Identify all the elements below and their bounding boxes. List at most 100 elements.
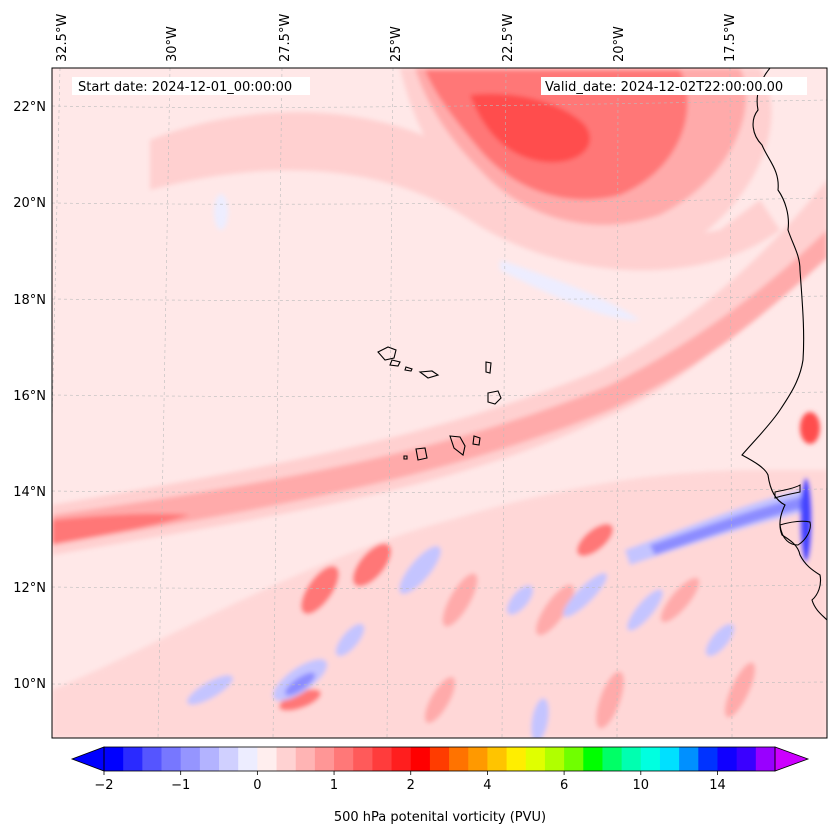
coastline-africa: [741, 68, 827, 621]
lat-label: 16°N: [13, 389, 46, 404]
longitude-labels: 32.5°W 30°W 27.5°W 25°W 22.5°W 20°W 17.5…: [55, 14, 738, 62]
lat-label: 12°N: [13, 581, 46, 596]
colorbar-cell: [659, 747, 680, 771]
colorbar: −2 −1 0 1 2 4 6 10 14 500 hPa potenital vorticit…: [70, 746, 810, 825]
pv-southern-streaks: [52, 470, 827, 738]
valid-date-box: [541, 77, 807, 95]
colorbar-cell: [564, 747, 584, 771]
colorbar-tick-label: 1: [330, 778, 338, 793]
pv-streak-red-10: [724, 662, 756, 718]
colorbar-cell: [487, 747, 508, 771]
colorbar-cell: [219, 747, 239, 771]
colorbar-tick-label: 2: [407, 778, 415, 793]
colorbar-cell: [372, 747, 393, 771]
pv-negative-streak: [500, 260, 640, 321]
colorbar-cell: [334, 747, 354, 771]
pv-streak-blue-3: [399, 546, 441, 594]
pv-coastal-max: [800, 412, 820, 444]
colorbar-cell: [506, 747, 527, 771]
map-frame: [51, 67, 828, 739]
lat-label: 10°N: [13, 677, 46, 692]
colorbar-tick-label: 0: [253, 778, 261, 793]
pv-streak-red-7: [596, 671, 624, 729]
pv-streak-blue-5: [563, 573, 607, 617]
pv-streak-red-1: [301, 566, 339, 614]
start-date-text: Start date: 2024-12-01_00:00:00: [78, 80, 292, 95]
pv-coastal-blue-core: [650, 497, 805, 555]
pv-streak-red-8: [279, 689, 321, 711]
colorbar-extend-min: [70, 746, 105, 772]
colorbar-cell: [429, 747, 450, 771]
pv-streak-blue-8: [335, 623, 365, 657]
colorbar-cell: [621, 747, 642, 771]
colorbar-cell: [736, 747, 757, 771]
pv-streak-blue-2: [187, 675, 233, 705]
pv-jet-band-core: [52, 230, 827, 545]
lon-label: 22.5°W: [501, 14, 516, 62]
latitude-labels: 22°N 20°N 18°N 16°N 14°N 12°N 10°N: [13, 100, 46, 692]
lon-label: 17.5°W: [723, 14, 738, 62]
pv-streak-blue-6: [627, 589, 663, 631]
colorbar-cell: [449, 747, 469, 771]
colorbar-tick-label: −2: [94, 778, 113, 793]
colorbar-title: 500 hPa potenital vorticity (PVU): [334, 810, 546, 825]
colorbar-tick-label: 10: [633, 778, 650, 793]
colorbar-tick-label: 14: [709, 778, 726, 793]
colorbar-cell: [410, 747, 431, 771]
colorbar-cell: [698, 747, 718, 771]
colorbar-cell: [257, 747, 278, 771]
colorbar-cell: [180, 747, 201, 771]
lon-label: 20°W: [612, 26, 627, 62]
colorbar-cell: [755, 747, 776, 771]
pv-field: [52, 68, 827, 738]
lon-label: 32.5°W: [55, 14, 70, 62]
lat-label: 14°N: [13, 485, 46, 500]
pv-streak-blue-1-core: [284, 672, 316, 696]
colorbar-cell: [717, 747, 738, 771]
pv-jet-band-left-max: [52, 513, 190, 545]
colorbar-cell: [161, 747, 182, 771]
pv-streak-red-9: [424, 677, 456, 723]
pv-streak-red-2: [352, 543, 392, 587]
colorbar-extend-max: [774, 746, 810, 772]
pv-coastal-blue-peak: [800, 478, 812, 562]
colorbar-cell: [602, 747, 623, 771]
pv-streak-blue-7: [531, 698, 549, 738]
colorbar-cells: [104, 747, 776, 771]
graticule: [52, 68, 827, 738]
colorbar-outline: [103, 746, 776, 772]
pv-negative-spot: [214, 194, 228, 230]
colorbar-cell: [295, 747, 316, 771]
start-date-box: [72, 77, 310, 95]
lat-label: 20°N: [13, 196, 46, 211]
cape-verde-islands: [377, 346, 502, 461]
colorbar-cell: [583, 747, 603, 771]
colorbar-cell: [314, 747, 335, 771]
colorbar-tick-label: 6: [560, 778, 568, 793]
colorbar-cell: [142, 747, 163, 771]
colorbar-cell: [544, 747, 565, 771]
colorbar-cell: [104, 747, 124, 771]
lon-label: 25°W: [389, 26, 404, 62]
colorbar-cell: [679, 747, 699, 771]
valid-date-text: Valid_date: 2024-12-02T22:00:00.00: [545, 80, 783, 95]
colorbar-cell: [123, 747, 143, 771]
pv-streak-red-6: [660, 577, 700, 623]
lon-label: 27.5°W: [278, 14, 293, 62]
lat-label: 18°N: [13, 293, 46, 308]
coastline-bijagos: [779, 520, 811, 546]
colorbar-cell: [468, 747, 488, 771]
pv-south-region: [52, 470, 827, 738]
pv-streak-red-4: [442, 573, 478, 627]
pv-north-core: [528, 128, 568, 156]
colorbar-cell: [276, 747, 297, 771]
colorbar-cell: [640, 747, 661, 771]
pv-streak-blue-9: [705, 623, 735, 657]
colorbar-cell: [391, 747, 412, 771]
lat-label: 22°N: [13, 100, 46, 115]
pv-streak-blue-4: [506, 585, 534, 615]
coastline-gambia: [774, 484, 801, 499]
colorbar-cell: [199, 747, 220, 771]
colorbar-cell: [238, 747, 258, 771]
